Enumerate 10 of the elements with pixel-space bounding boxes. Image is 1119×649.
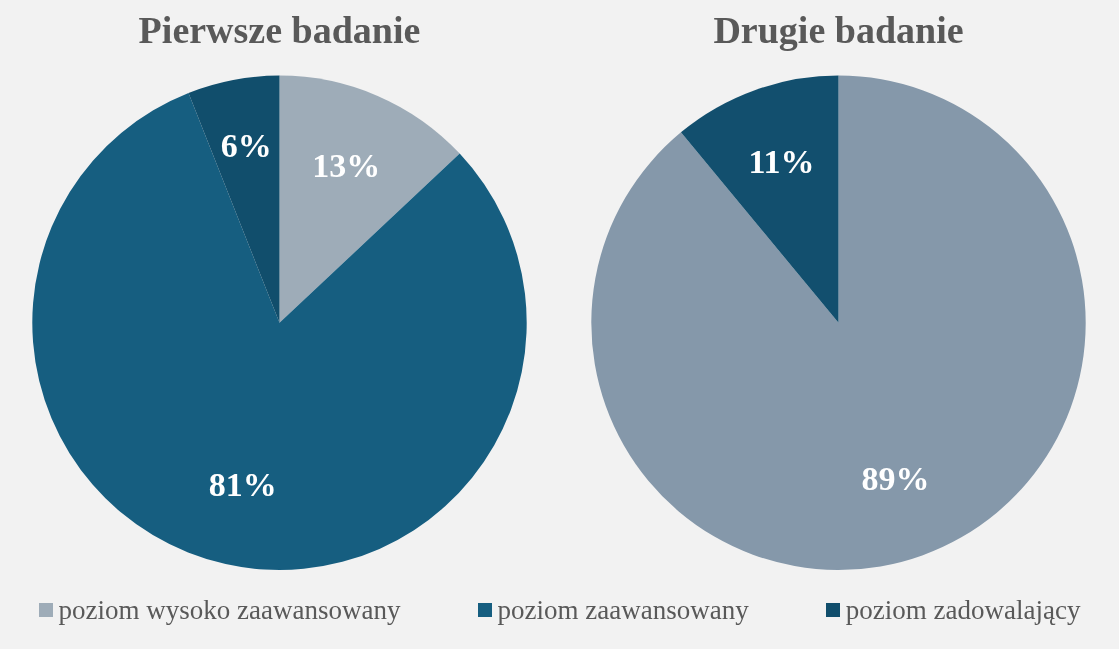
data-label: 81% <box>208 465 277 503</box>
data-label: 13% <box>312 147 381 185</box>
data-label: 11% <box>748 143 815 181</box>
chart-title: Pierwsze badanie <box>138 8 421 51</box>
data-label: 89% <box>861 459 930 497</box>
chart-title: Drugie badanie <box>713 8 964 51</box>
legend-label: poziom zaawansowany <box>497 594 749 626</box>
data-label: 6% <box>220 126 272 164</box>
legend-label: poziom zadowalający <box>845 594 1081 626</box>
legend-label: poziom wysoko zaawansowany <box>58 594 401 626</box>
